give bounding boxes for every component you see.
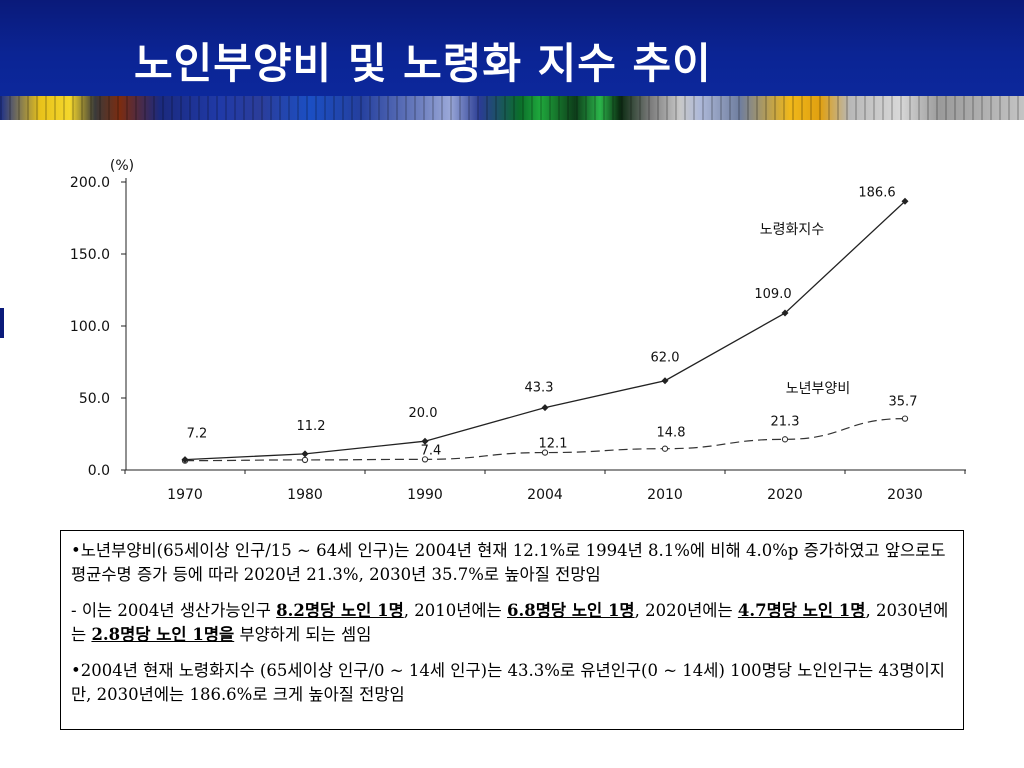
series-label-dependency-ratio: 노년부양비 (786, 381, 850, 397)
slide-title: 노인부양비 및 노령화 지수 추이 (134, 39, 712, 88)
title-banner: 노인부양비 및 노령화 지수 추이 (0, 0, 1024, 120)
point-aging-index (301, 450, 309, 458)
data-label-dependency-ratio: 7.4 (421, 443, 442, 458)
note-2-sep-2020: , 2020년에는 (634, 601, 738, 620)
point-aging-index (661, 377, 669, 385)
data-label-aging-index: 43.3 (525, 381, 554, 396)
point-dependency-ratio (901, 415, 909, 422)
point-dependency-ratio (781, 436, 789, 443)
x-tick-label: 1990 (407, 487, 443, 503)
data-label-dependency-ratio: 35.7 (889, 395, 918, 410)
y-tick-label: 100.0 (70, 319, 110, 335)
point-aging-index (901, 197, 909, 205)
point-aging-index (421, 437, 429, 445)
chart-area: 0.0 50.0 100.0 150.0 200.0 (%) 1970 1980 1990 200… (0, 140, 1024, 520)
point-dependency-ratio (301, 456, 309, 464)
banner-photo-strip (0, 96, 1024, 120)
note-2-intro: - 이는 2004년 생산가능인구 (71, 601, 277, 620)
note-2-ratio-2010: 6.8명당 노인 1명 (507, 601, 635, 620)
data-label-aging-index: 62.0 (651, 351, 680, 366)
x-tick-label: 2020 (767, 487, 803, 503)
point-aging-index (781, 309, 789, 317)
x-tick-label: 2004 (527, 487, 563, 503)
notes-box: •노년부양비(65세이상 인구/15 ~ 64세 인구)는 2004년 현재 1… (60, 530, 964, 730)
y-tick-label: 200.0 (70, 175, 110, 191)
data-label-dependency-ratio: 14.8 (657, 426, 686, 441)
y-unit-label: (%) (110, 158, 134, 174)
data-label-dependency-ratio: 21.3 (771, 414, 800, 429)
note-paragraph-2: - 이는 2004년 생산가능인구 8.2명당 노인 1명, 2010년에는 6… (71, 599, 953, 647)
x-tick-label: 1980 (287, 487, 323, 503)
series-label-aging-index: 노령화지수 (760, 222, 825, 238)
note-2-ratio-2030: 2.8명당 노인 1명을 (91, 625, 235, 644)
note-2-ratio-2004: 8.2명당 노인 1명 (276, 601, 404, 620)
left-edge-mark (0, 308, 4, 338)
point-aging-index (541, 404, 549, 412)
x-tick-label: 1970 (167, 487, 203, 503)
data-label-aging-index: 186.6 (858, 185, 895, 200)
x-tick-label: 2030 (887, 487, 923, 503)
point-dependency-ratio (541, 449, 549, 456)
y-tick-label: 50.0 (79, 391, 110, 407)
note-2-ratio-2020: 4.7명당 노인 1명 (737, 601, 866, 620)
data-label-aging-index: 20.0 (409, 406, 438, 421)
x-tick-label: 2010 (647, 487, 683, 503)
note-2-sep-2030: , 2030년에는 (71, 601, 949, 644)
note-paragraph-1: •노년부양비(65세이상 인구/15 ~ 64세 인구)는 2004년 현재 1… (71, 541, 946, 584)
y-tick-label: 150.0 (70, 247, 110, 263)
data-label-aging-index: 7.2 (187, 427, 208, 442)
point-dependency-ratio (661, 445, 669, 452)
note-paragraph-3: •2004년 현재 노령화지수 (65세이상 인구/0 ~ 14세 인구)는 4… (71, 661, 945, 704)
point-dependency-ratio (421, 456, 429, 463)
point-aging-index (181, 456, 189, 464)
y-tick-label: 0.0 (88, 463, 110, 479)
line-chart: 0.0 50.0 100.0 150.0 200.0(%) 1970 1980 1990 200… (70, 158, 966, 503)
data-label-aging-index: 11.2 (297, 419, 326, 434)
data-label-dependency-ratio: 12.1 (539, 437, 568, 452)
note-2-sep-2010: , 2010년에는 (403, 601, 508, 620)
data-label-aging-index: 109.0 (754, 287, 791, 302)
note-2-outro: 부양하게 되는 셈임 (234, 625, 372, 644)
